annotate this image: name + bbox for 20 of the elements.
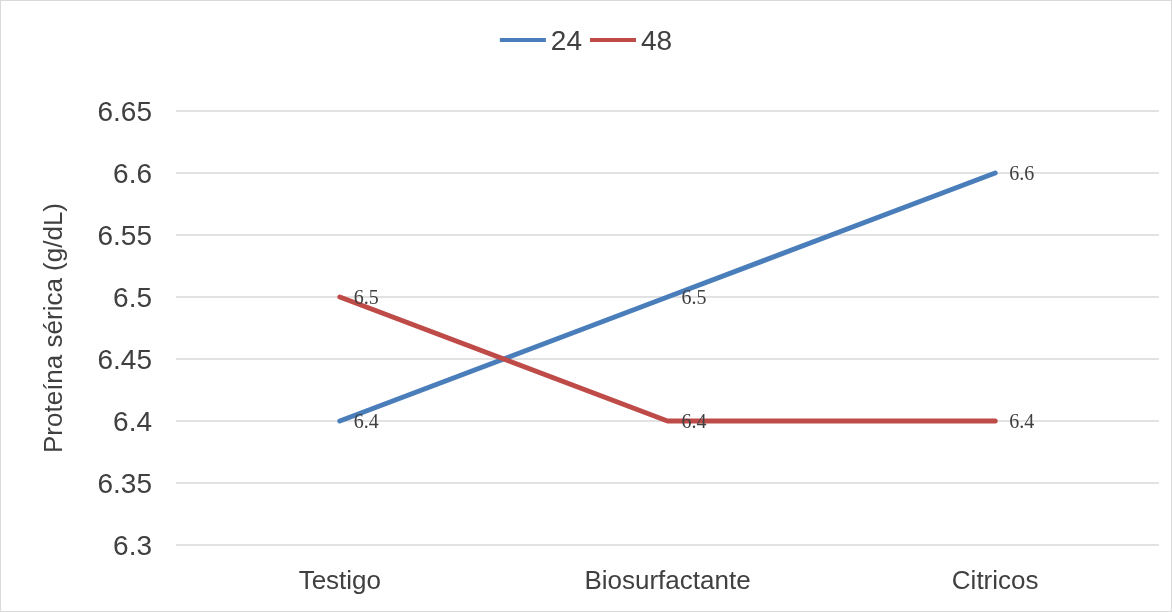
y-tick-label: 6.45: [97, 343, 152, 375]
y-tick-label: 6.35: [97, 467, 152, 499]
data-label: 6.4: [681, 410, 707, 432]
y-axis-title: Proteína sérica (g/dL): [38, 202, 68, 454]
legend-label: 24: [550, 24, 583, 56]
y-tick-label: 6.5: [113, 281, 152, 313]
y-tick-label: 6.4: [113, 405, 152, 437]
y-tick-label: 6.65: [97, 95, 152, 127]
data-label: 6.6: [1009, 162, 1035, 184]
y-tick-label: 6.55: [97, 219, 152, 251]
x-tick-label: Biosurfactante: [584, 565, 751, 595]
y-tick-label: 6.3: [113, 529, 152, 561]
data-label: 6.4: [353, 410, 379, 432]
x-tick-label: Testigo: [298, 565, 382, 595]
legend-label: 48: [641, 24, 673, 56]
data-label: 6.5: [681, 286, 707, 308]
data-label: 6.5: [353, 286, 379, 308]
x-tick-label: Citricos: [951, 565, 1039, 595]
data-label: 6.4: [1009, 410, 1035, 432]
y-tick-label: 6.6: [113, 157, 152, 189]
